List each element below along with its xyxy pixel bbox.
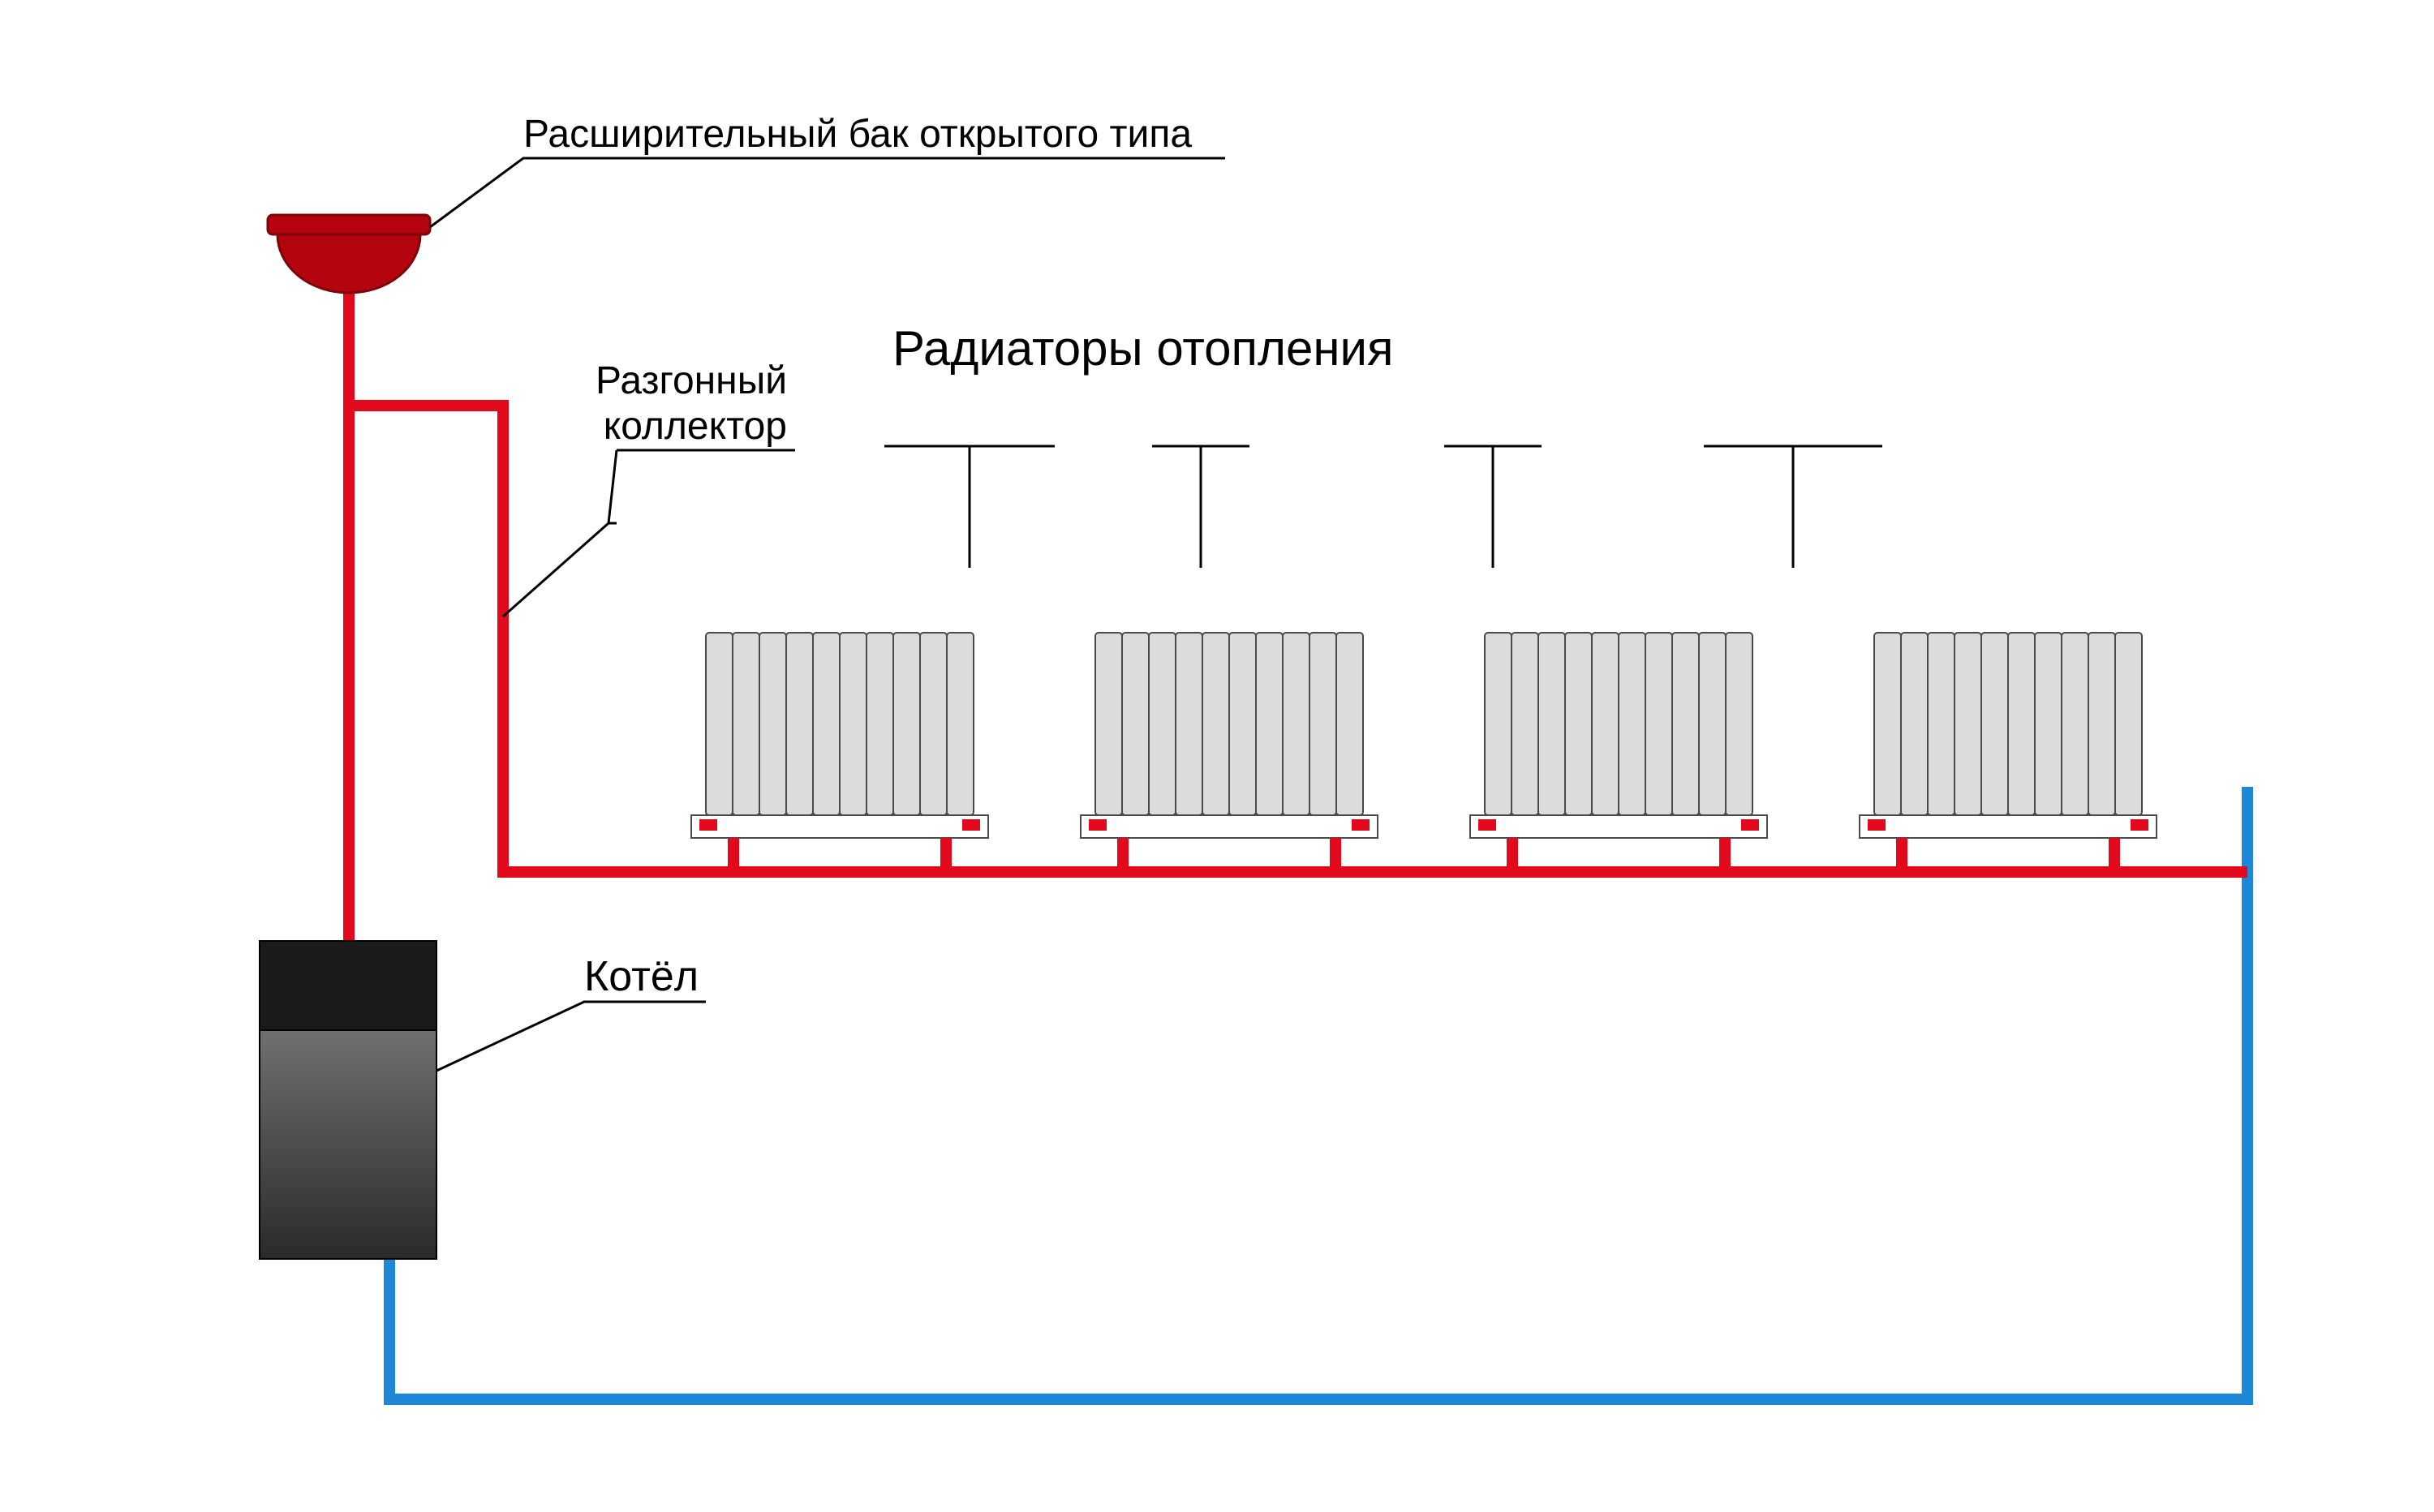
valve-icon — [2131, 819, 2148, 831]
label: Радиаторы отопления — [892, 321, 1394, 376]
valve-icon — [962, 819, 980, 831]
leader-line — [430, 158, 1225, 227]
boiler — [260, 941, 436, 1259]
radiator — [1860, 633, 2157, 872]
leader-line — [503, 523, 617, 616]
valve-icon — [699, 819, 717, 831]
label: Разгонный — [596, 359, 787, 402]
radiator — [691, 633, 988, 872]
valve-icon — [1868, 819, 1886, 831]
return-pipe — [389, 787, 2247, 1399]
expansion-tank — [268, 215, 430, 293]
valve-icon — [1741, 819, 1759, 831]
valve-icon — [1478, 819, 1496, 831]
valve-icon — [1352, 819, 1370, 831]
label: Расширительный бак открытого типа — [523, 113, 1192, 156]
valve-icon — [1089, 819, 1107, 831]
label: Котёл — [584, 953, 699, 1000]
heating-diagram: Расширительный бак открытого типа Разгонн… — [0, 0, 2434, 1512]
leader-line — [608, 450, 617, 523]
radiator — [1081, 633, 1378, 872]
radiator — [1470, 633, 1767, 872]
label: коллектор — [604, 405, 787, 448]
leader-line — [436, 1002, 706, 1071]
